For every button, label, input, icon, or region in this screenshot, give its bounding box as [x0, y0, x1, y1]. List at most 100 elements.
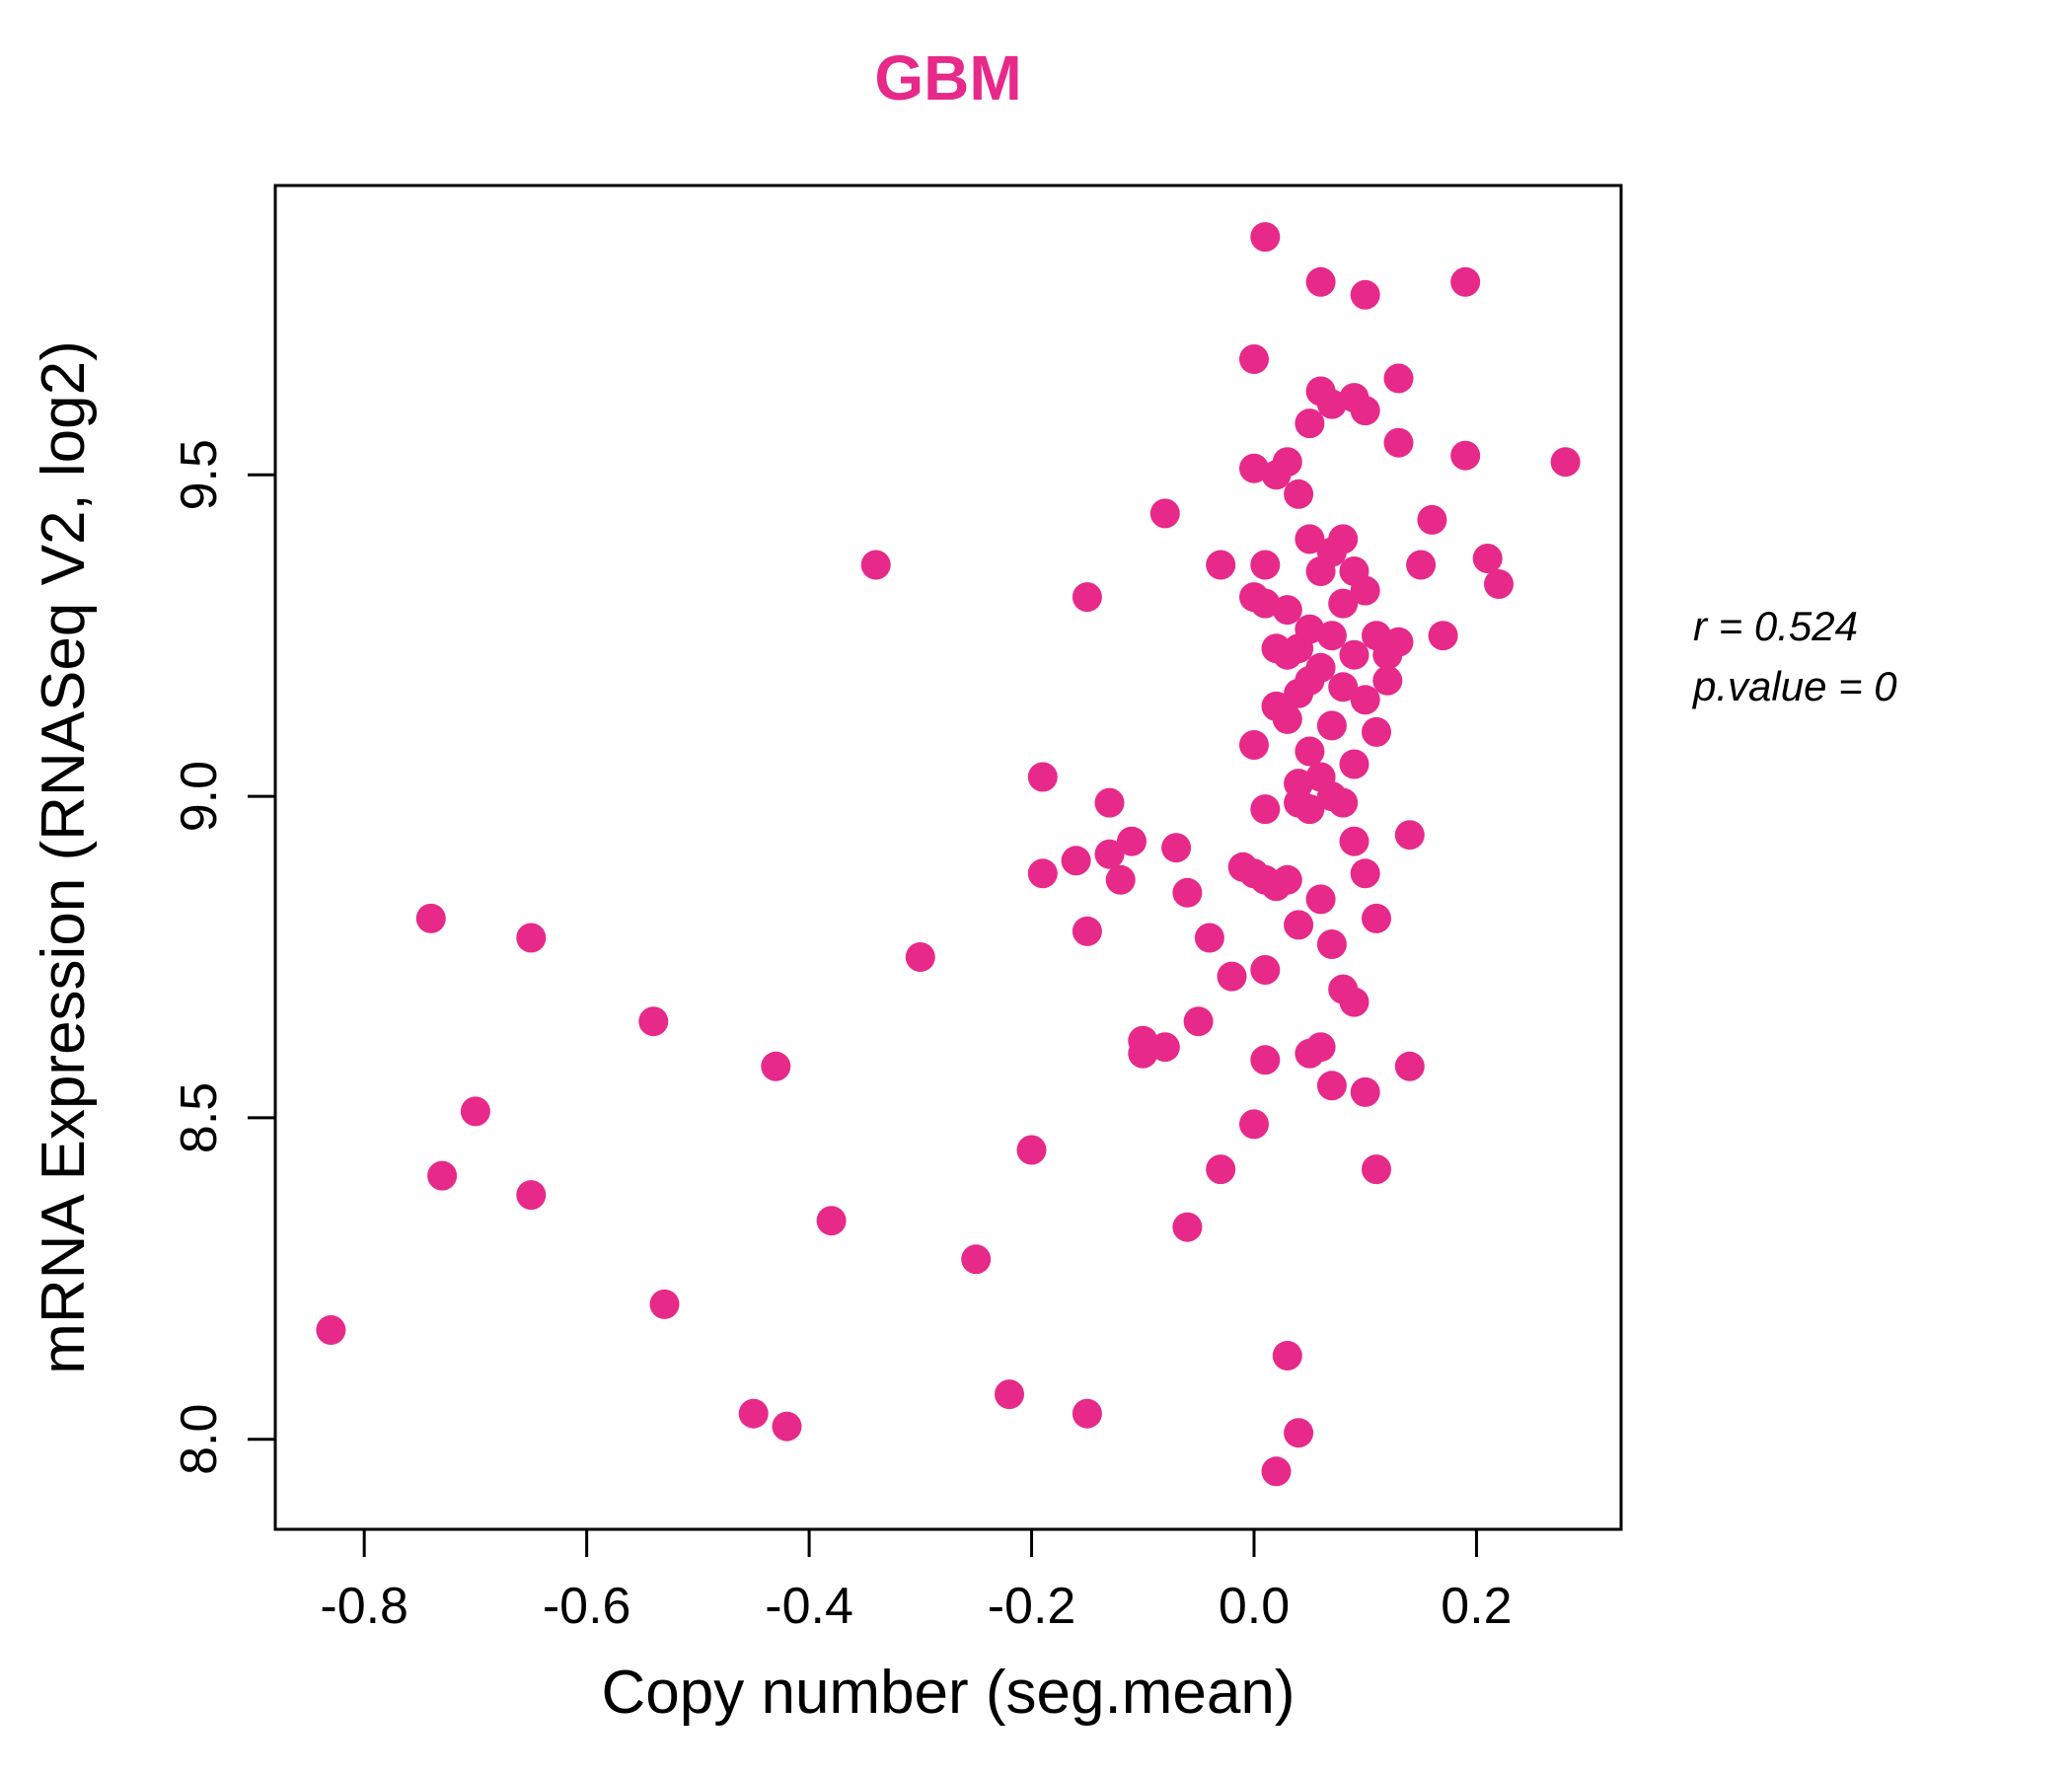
data-point	[1250, 588, 1281, 619]
data-point	[1194, 923, 1224, 953]
data-point	[1239, 1109, 1269, 1140]
data-point	[516, 1180, 547, 1211]
data-point	[905, 942, 935, 972]
data-point	[1350, 858, 1380, 889]
data-point	[1295, 408, 1325, 439]
data-point	[1350, 396, 1380, 426]
data-point	[415, 903, 446, 933]
x-tick-label: -0.6	[543, 1578, 631, 1635]
data-point	[1428, 621, 1458, 651]
data-point	[1072, 1398, 1102, 1429]
data-point	[995, 1379, 1024, 1410]
data-point	[1339, 749, 1369, 779]
data-point	[1316, 389, 1347, 419]
correlation-annotation: r = 0.524 p.value = 0	[1693, 597, 1897, 717]
data-point	[1339, 639, 1369, 670]
data-point	[1394, 820, 1425, 851]
data-point	[1328, 672, 1359, 703]
data-point	[961, 1244, 992, 1275]
data-point	[1094, 787, 1125, 818]
x-axis-ticks: -0.8 -0.6 -0.4 -0.2 0.0 0.2	[320, 1529, 1513, 1635]
data-point	[1339, 987, 1369, 1017]
data-point	[1350, 685, 1380, 715]
data-point	[1383, 427, 1414, 458]
data-point	[1316, 621, 1347, 651]
data-point	[1239, 344, 1269, 374]
data-point	[1406, 550, 1437, 580]
data-point	[1261, 1456, 1292, 1487]
data-point	[1295, 524, 1325, 555]
data-points	[316, 222, 1581, 1487]
data-point	[427, 1160, 458, 1191]
data-point	[1172, 1212, 1203, 1242]
data-point	[1250, 794, 1281, 825]
data-point	[1328, 588, 1359, 619]
data-point	[1239, 453, 1269, 483]
data-point	[1305, 1032, 1336, 1063]
data-point	[1284, 479, 1314, 509]
data-point	[1206, 550, 1236, 580]
data-point	[1206, 1154, 1236, 1185]
data-point	[1183, 1006, 1214, 1037]
data-point	[1272, 1341, 1302, 1370]
data-point	[1272, 595, 1302, 626]
data-point	[638, 1006, 669, 1037]
data-point	[1362, 903, 1391, 933]
data-point	[1027, 858, 1058, 889]
data-point	[460, 1096, 490, 1127]
data-point	[1394, 1051, 1425, 1081]
data-point	[1316, 929, 1347, 959]
data-point	[1472, 544, 1503, 573]
data-point	[1450, 266, 1481, 297]
data-point	[1272, 864, 1302, 895]
data-point	[1061, 846, 1091, 876]
data-point	[1305, 652, 1336, 683]
data-point	[1217, 961, 1247, 992]
chart-title: GBM	[874, 42, 1022, 113]
p-value-text: p.value = 0	[1693, 662, 1897, 709]
y-tick-label: 9.0	[171, 761, 228, 832]
data-point	[1239, 730, 1269, 760]
data-point	[1295, 736, 1325, 767]
data-point	[316, 1315, 346, 1345]
data-point	[772, 1411, 802, 1442]
data-point	[1362, 716, 1391, 747]
data-point	[1272, 447, 1302, 478]
y-tick-label: 8.5	[171, 1082, 228, 1153]
data-point	[1383, 363, 1414, 394]
x-tick-label: 0.2	[1441, 1578, 1512, 1635]
data-point	[1350, 279, 1380, 310]
data-point	[1350, 575, 1380, 606]
data-point	[816, 1206, 847, 1236]
data-point	[1117, 826, 1147, 856]
plot-frame	[273, 184, 1623, 1531]
data-point	[1105, 864, 1136, 895]
data-point	[1316, 710, 1347, 741]
data-point	[738, 1398, 769, 1429]
data-point	[1172, 877, 1203, 908]
data-point	[1295, 614, 1325, 644]
data-point	[1284, 1418, 1314, 1448]
data-point	[1362, 1154, 1391, 1185]
data-point	[1484, 569, 1514, 599]
data-point	[1295, 794, 1325, 825]
data-point	[1072, 916, 1102, 946]
data-point	[1161, 833, 1192, 863]
data-point	[1450, 440, 1481, 471]
data-point	[1149, 1032, 1180, 1063]
r-value-text: r = 0.524	[1693, 603, 1858, 649]
data-point	[1094, 839, 1125, 869]
x-tick-label: -0.4	[765, 1578, 853, 1635]
x-tick-label: -0.8	[320, 1578, 408, 1635]
x-tick-label: 0.0	[1219, 1578, 1290, 1635]
data-point	[1305, 884, 1336, 915]
data-point	[1372, 665, 1403, 696]
data-point	[516, 923, 547, 953]
data-point	[1128, 1025, 1158, 1056]
data-point	[1250, 222, 1281, 253]
data-point	[860, 550, 891, 580]
data-point	[1250, 1045, 1281, 1075]
y-axis-ticks: 8.0 8.5 9.0 9.5	[171, 439, 275, 1475]
data-point	[1339, 826, 1369, 856]
